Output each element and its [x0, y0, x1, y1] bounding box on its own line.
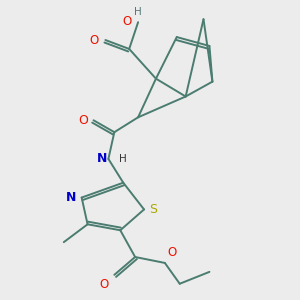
- Text: O: O: [122, 14, 132, 28]
- Text: O: O: [90, 34, 99, 46]
- Text: H: H: [119, 154, 127, 164]
- Text: O: O: [168, 246, 177, 260]
- Text: O: O: [78, 114, 88, 127]
- Text: H: H: [134, 7, 142, 17]
- Text: N: N: [97, 152, 107, 165]
- Text: O: O: [100, 278, 109, 291]
- Text: N: N: [66, 191, 76, 204]
- Text: S: S: [149, 203, 158, 216]
